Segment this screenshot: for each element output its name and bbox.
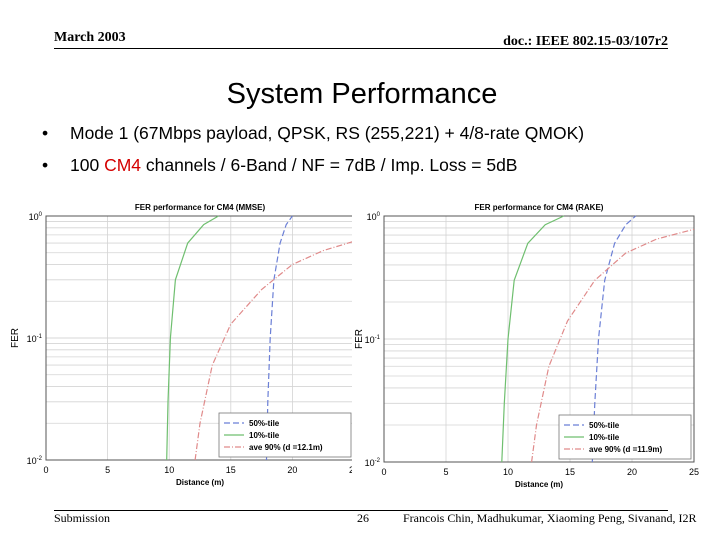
plot-frame — [45, 215, 352, 461]
series-line-green — [166, 215, 219, 461]
bullet-text-post: channels / 6-Band / NF = 7dB / Imp. Loss… — [141, 155, 518, 175]
y-tick-label: 10-2 — [27, 456, 43, 466]
x-tick-label: 5 — [105, 465, 110, 475]
y-tick-label: 10-1 — [365, 335, 381, 345]
chart-title: FER performance for CM4 (MMSE) — [135, 203, 266, 212]
bullet-item: • Mode 1 (67Mbps payload, QPSK, RS (255,… — [42, 123, 584, 155]
legend-label: ave 90% (d =11.9m) — [589, 445, 662, 454]
series-line-green — [501, 215, 565, 463]
y-axis-label: FER — [10, 328, 21, 348]
x-tick-label: 20 — [627, 467, 637, 477]
x-tick-label: 25 — [349, 465, 352, 475]
legend-label: 10%-tile — [249, 431, 280, 440]
x-axis-label: Distance (m) — [176, 478, 224, 487]
fer-chart-mmse: FER performance for CM4 (MMSE) 0 5 10 15 20 25… — [10, 203, 352, 487]
series-line-blue — [591, 215, 637, 463]
x-axis-label: Distance (m) — [515, 480, 563, 489]
y-tick-label: 10-1 — [27, 334, 43, 344]
bullet-text: 100 CM4 channels / 6-Band / NF = 7dB / I… — [70, 155, 517, 176]
bullet-text: Mode 1 (67Mbps payload, QPSK, RS (255,22… — [70, 123, 585, 143]
footer-rule — [54, 510, 668, 511]
x-tick-label: 10 — [503, 467, 513, 477]
chart-title: FER performance for CM4 (RAKE) — [475, 203, 604, 212]
plot-frame — [383, 215, 695, 463]
bullet-marker: • — [42, 123, 49, 143]
header-rule — [54, 48, 668, 49]
footer-submission: Submission — [54, 511, 111, 525]
header-date: March 2003 — [54, 30, 126, 45]
x-tick-label: 15 — [565, 467, 575, 477]
legend-label: 50%-tile — [589, 421, 620, 430]
bullet-text-pre: 100 — [70, 155, 105, 175]
y-tick-label: 100 — [367, 212, 381, 222]
slide-title: System Performance — [226, 78, 498, 110]
fer-chart-rake: FER performance for CM4 (RAKE) 0 5 10 15 20 25… — [354, 203, 699, 489]
y-axis-label: FER — [354, 329, 365, 349]
bullet-highlight: CM4 — [104, 155, 142, 175]
x-tick-label: 25 — [689, 467, 699, 477]
footer-page-number: 26 — [357, 511, 369, 525]
chart-legend: 50%-tile 10%-tile ave 90% (d =11.9m) — [558, 414, 692, 460]
header-doc-id: doc.: IEEE 802.15-03/107r2 — [503, 34, 668, 49]
legend-label: 50%-tile — [249, 419, 280, 428]
chart-legend: 50%-tile 10%-tile ave 90% (d =12.1m) — [218, 412, 352, 458]
x-tick-label: 20 — [287, 465, 297, 475]
x-tick-label: 15 — [226, 465, 236, 475]
x-tick-label: 10 — [164, 465, 174, 475]
legend-label: ave 90% (d =12.1m) — [249, 443, 323, 452]
x-tick-label: 0 — [43, 465, 48, 475]
bullet-marker: • — [42, 155, 49, 175]
y-tick-label: 100 — [29, 212, 43, 222]
footer-authors: Francois Chin, Madhukumar, Xiaoming Peng… — [403, 511, 697, 525]
bullet-item: • 100 CM4 channels / 6-Band / NF = 7dB /… — [42, 155, 584, 187]
x-tick-label: 0 — [381, 467, 386, 477]
x-tick-label: 5 — [443, 467, 448, 477]
series-line-red — [531, 228, 695, 463]
bullet-list: • Mode 1 (67Mbps payload, QPSK, RS (255,… — [42, 123, 584, 187]
series-line-red — [194, 241, 352, 461]
legend-label: 10%-tile — [589, 433, 620, 442]
y-tick-label: 10-2 — [365, 458, 381, 468]
